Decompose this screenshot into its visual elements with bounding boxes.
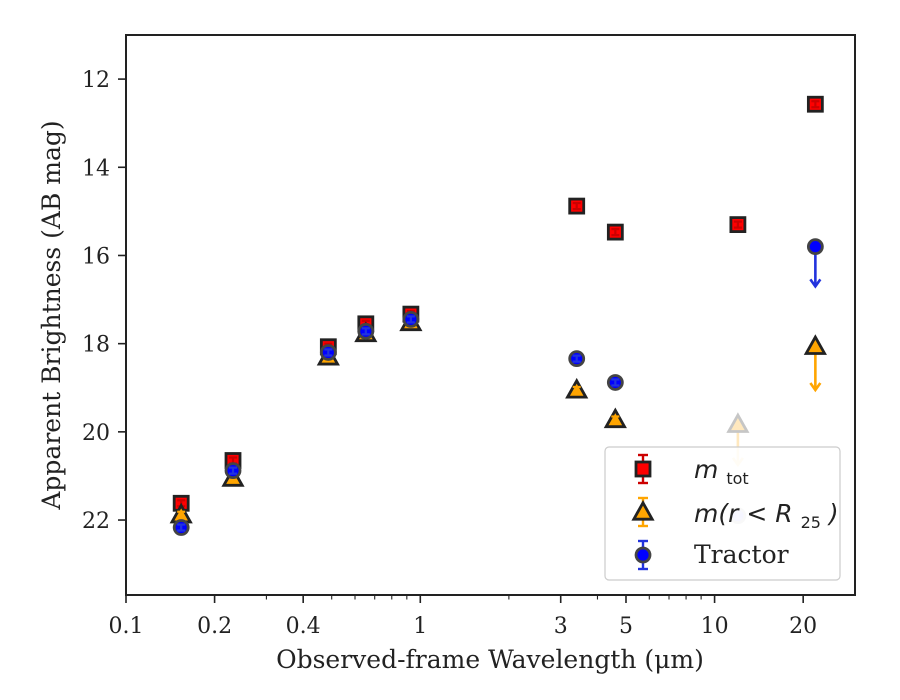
x-tick-label: 0.4 [286,614,321,639]
x-tick-label: 5 [619,614,633,639]
y-tick-label: 14 [82,156,110,181]
legend-label-tractor: Tractor [694,540,789,569]
data-point-tractor [357,322,375,340]
legend-label-mr25-end: ) [827,499,839,528]
ticks-layer: 0.1 0.2 0.4 1 3 5 10 20 12 14 16 18 20 22 [82,68,817,639]
x-tick-label: 1 [413,614,427,639]
x-tick-label: 0.1 [109,614,144,639]
marker-circle [806,238,824,256]
x-tick-label: 0.2 [197,614,232,639]
data-point-tractor [606,374,624,391]
data-point-mtot [606,223,624,241]
marks-layer [169,95,827,536]
legend-label-mtot-sub: tot [726,469,748,488]
marker-triangle [726,412,750,433]
data-point-tractor [319,344,337,361]
data-point-mr25 [803,334,827,393]
data-point-mtot [729,216,747,234]
data-point-tractor [568,350,586,368]
legend-marker-mr25 [631,496,655,528]
y-tick-label: 20 [82,421,110,446]
x-axis-label: Observed-frame Wavelength (μm) [276,645,704,674]
y-tick-label: 22 [82,509,110,534]
y-axis-label: Apparent Brightness (AB mag) [37,120,66,510]
legend-marker-mtot [634,453,652,485]
data-point-mr25 [603,407,627,429]
legend-marker-circle [634,546,652,564]
marker-triangle [803,334,827,355]
x-tick-label: 3 [554,614,568,639]
legend-label-mtot: m tot [694,455,749,488]
legend-label-mr25: m(r < R 25 ) [694,499,839,534]
upper-limit-arrow-head [809,278,822,289]
legend-label-mr25-main: m(r < R [694,499,793,528]
data-point-tractor [224,462,242,480]
legend-marker-tractor [634,539,652,571]
series-tractor [172,238,824,536]
legend-label-mr25-sub: 25 [801,513,821,532]
plot-frame [125,34,856,596]
y-tick-label: 16 [82,244,110,269]
y-tick-label: 18 [82,333,110,358]
legend-markers [631,453,655,571]
data-point-mr25 [565,377,589,399]
x-tick-label: 10 [701,614,729,639]
legend-marker-square [634,460,652,478]
legend-marker-triangle [631,499,655,521]
x-tick-label: 20 [789,614,817,639]
data-point-tractor [806,238,824,289]
data-point-tractor [402,311,420,328]
data-point-mtot [806,95,824,113]
legend-frame [604,446,841,581]
data-point-mtot [568,197,586,215]
upper-limit-arrow-head [809,382,822,393]
legend: m tot m(r < R 25 ) Tractor [604,446,841,581]
y-tick-label: 12 [82,68,110,93]
legend-label-mtot-main: m [694,455,718,484]
data-point-tractor [172,519,190,536]
